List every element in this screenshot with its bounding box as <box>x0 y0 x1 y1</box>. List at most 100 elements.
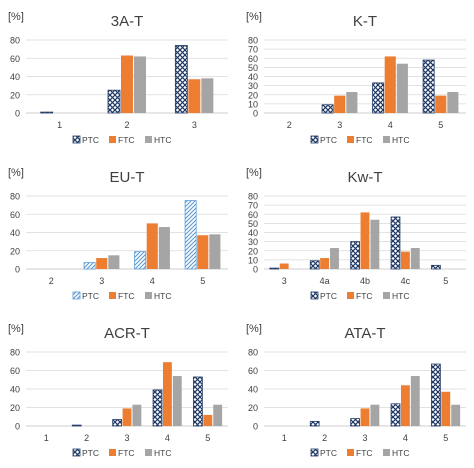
y-axis-label: [%] <box>246 11 262 23</box>
y-tick-label: 50 <box>248 219 258 229</box>
bar-htc <box>330 248 339 269</box>
bar-ftc <box>146 223 158 269</box>
bar-htc <box>370 219 380 269</box>
chart-panel: [%] EU-T 0 20 40 60 80 2 3 4 5 PTC FTC HTC <box>8 167 228 301</box>
bar-ftc <box>360 408 370 426</box>
y-tick-label: 40 <box>248 228 258 238</box>
legend-label: PTC <box>82 135 99 145</box>
legend-swatch-htc <box>145 292 152 299</box>
y-tick-label: 70 <box>248 201 258 211</box>
legend-label: PTC <box>82 448 99 458</box>
bar-ptc <box>71 424 82 427</box>
bar-ptc <box>390 403 401 427</box>
x-tick-label: 2 <box>287 120 292 130</box>
bar-ptc <box>107 89 121 114</box>
y-tick-label: 80 <box>248 36 258 46</box>
chart-title: K-T <box>353 13 377 30</box>
chart-title: ATA-T <box>344 325 385 342</box>
bar-ptc <box>193 376 203 427</box>
bar-htc <box>346 92 358 113</box>
x-tick-label: 3 <box>337 120 342 130</box>
y-tick-label: 10 <box>248 99 258 109</box>
y-tick-label: 10 <box>248 255 258 265</box>
bar-htc <box>209 234 221 269</box>
y-tick-label: 30 <box>248 81 258 91</box>
x-tick-label: 5 <box>438 120 443 130</box>
bar-ftc <box>122 408 132 426</box>
y-tick-label: 80 <box>10 36 20 46</box>
chart-title: 3A-T <box>111 13 144 30</box>
x-tick-label: 3 <box>282 276 287 286</box>
y-tick-label: 60 <box>10 210 20 220</box>
y-axis-label: [%] <box>8 323 24 335</box>
y-tick-label: 0 <box>15 265 20 275</box>
y-tick-label: 50 <box>248 63 258 73</box>
legend-label: PTC <box>320 448 337 458</box>
chart-panel: [%] ATA-T 0 20 40 60 80 1 2 3 4 5 PTC FTC HTC <box>246 323 466 458</box>
bar-ptc <box>184 200 197 270</box>
y-axis-label: [%] <box>8 167 24 179</box>
bar-ftc <box>203 414 213 426</box>
bar-ptc <box>309 420 320 427</box>
y-tick-label: 20 <box>10 403 20 413</box>
bar-htc <box>410 376 420 426</box>
bar-htc <box>370 404 380 426</box>
bar-htc <box>172 376 182 426</box>
y-tick-label: 80 <box>248 192 258 202</box>
bar-ftc <box>96 258 108 269</box>
bar-htc <box>134 56 146 113</box>
bar-ptc <box>269 267 280 270</box>
legend-label: HTC <box>392 291 409 301</box>
bar-htc <box>158 227 170 269</box>
x-tick-label: 3 <box>124 433 129 443</box>
bar-ftc <box>279 263 289 269</box>
x-tick-label: 2 <box>84 433 89 443</box>
chart-title: EU-T <box>110 169 145 186</box>
x-tick-label: 4 <box>150 276 155 286</box>
legend-swatch-ptc <box>310 135 319 144</box>
legend-swatch-ptc <box>72 448 81 457</box>
y-tick-label: 70 <box>248 45 258 55</box>
legend-swatch-ftc <box>347 449 354 456</box>
bar-ftc <box>435 95 447 113</box>
y-tick-label: 60 <box>10 54 20 64</box>
bar-htc <box>396 63 408 113</box>
x-tick-label: 3 <box>192 120 197 130</box>
y-tick-label: 40 <box>248 385 258 395</box>
x-tick-label: 4 <box>165 433 170 443</box>
bar-ftc <box>121 55 133 113</box>
bar-ftc <box>360 212 370 269</box>
y-tick-label: 80 <box>248 348 258 358</box>
y-tick-label: 20 <box>248 403 258 413</box>
bar-ptc <box>390 216 401 270</box>
legend-label: FTC <box>118 448 135 458</box>
bar-ftc <box>441 391 451 426</box>
bar-ptc <box>350 418 360 427</box>
y-tick-label: 20 <box>10 246 20 256</box>
x-tick-label: 1 <box>57 120 62 130</box>
x-tick-label: 2 <box>49 276 54 286</box>
chart-panel: [%] 3A-T 0 20 40 60 80 1 2 3 PTC FTC HTC <box>8 11 228 145</box>
legend-swatch-ptc <box>310 291 319 300</box>
bar-htc <box>451 404 461 426</box>
legend-label: PTC <box>320 135 337 145</box>
bar-ptc <box>112 419 122 427</box>
legend-swatch-ftc <box>109 449 116 456</box>
bar-ptc <box>40 111 54 114</box>
y-tick-label: 0 <box>253 422 258 432</box>
legend-swatch-ftc <box>109 136 116 143</box>
legend-swatch-ftc <box>109 292 116 299</box>
legend-label: HTC <box>154 448 171 458</box>
legend-label: HTC <box>392 135 409 145</box>
bar-ftc <box>400 251 410 269</box>
bar-ptc <box>174 45 188 114</box>
bar-ptc <box>431 363 441 427</box>
bar-ftc <box>188 79 201 113</box>
legend-label: FTC <box>356 291 373 301</box>
y-axis-label: [%] <box>8 11 24 23</box>
legend-label: FTC <box>118 291 135 301</box>
y-axis-label: [%] <box>246 323 262 335</box>
x-tick-label: 4 <box>388 120 393 130</box>
